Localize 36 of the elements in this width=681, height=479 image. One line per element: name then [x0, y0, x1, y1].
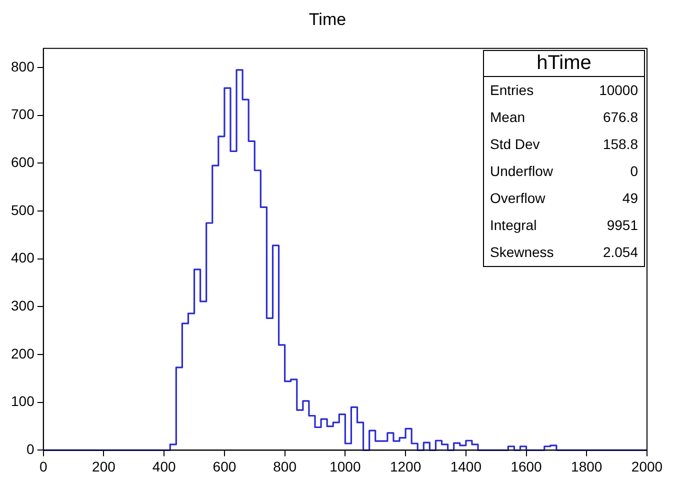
- annotation: 158.8: [602, 136, 638, 152]
- x-tick-label: 1400: [450, 458, 482, 474]
- x-tick-label: 800: [273, 458, 297, 474]
- annotation: 0: [630, 163, 638, 179]
- x-tick-label: 600: [212, 458, 236, 474]
- annotation: 10000: [599, 82, 638, 98]
- annotation: hTime: [484, 51, 644, 77]
- x-tick-label: 1200: [390, 458, 422, 474]
- y-tick-label: 300: [11, 298, 35, 314]
- x-tick-label: 1000: [330, 458, 361, 474]
- chart-title: Time: [308, 10, 346, 29]
- y-tick-label: 800: [11, 58, 35, 74]
- annotation: Overflow: [490, 190, 546, 206]
- y-tick-label: 700: [11, 106, 35, 122]
- annotation: 9951: [606, 217, 638, 233]
- annotation: 676.8: [602, 109, 638, 125]
- y-tick-label: 500: [11, 202, 35, 218]
- annotation: Underflow: [490, 163, 554, 179]
- x-tick-label: 0: [39, 458, 48, 474]
- y-tick-label: 200: [11, 345, 35, 362]
- x-tick-label: 1600: [510, 458, 542, 474]
- y-tick-label: 100: [11, 393, 35, 410]
- x-tick-label: 400: [152, 458, 176, 474]
- x-tick-label: 2000: [631, 458, 663, 474]
- annotation: Integral: [490, 217, 537, 233]
- x-tick-label: 200: [92, 458, 116, 474]
- y-tick-label: 400: [11, 250, 35, 266]
- annotation: 2.054: [602, 244, 638, 260]
- annotation: Std Dev: [490, 136, 540, 152]
- annotation: Entries: [490, 82, 534, 98]
- y-tick-label: 600: [11, 154, 35, 170]
- x-tick-label: 1800: [571, 458, 602, 474]
- annotation: Skewness: [490, 244, 554, 260]
- annotation: Mean: [490, 109, 526, 125]
- y-tick-label: 0: [26, 441, 35, 458]
- annotation: 49: [622, 190, 638, 206]
